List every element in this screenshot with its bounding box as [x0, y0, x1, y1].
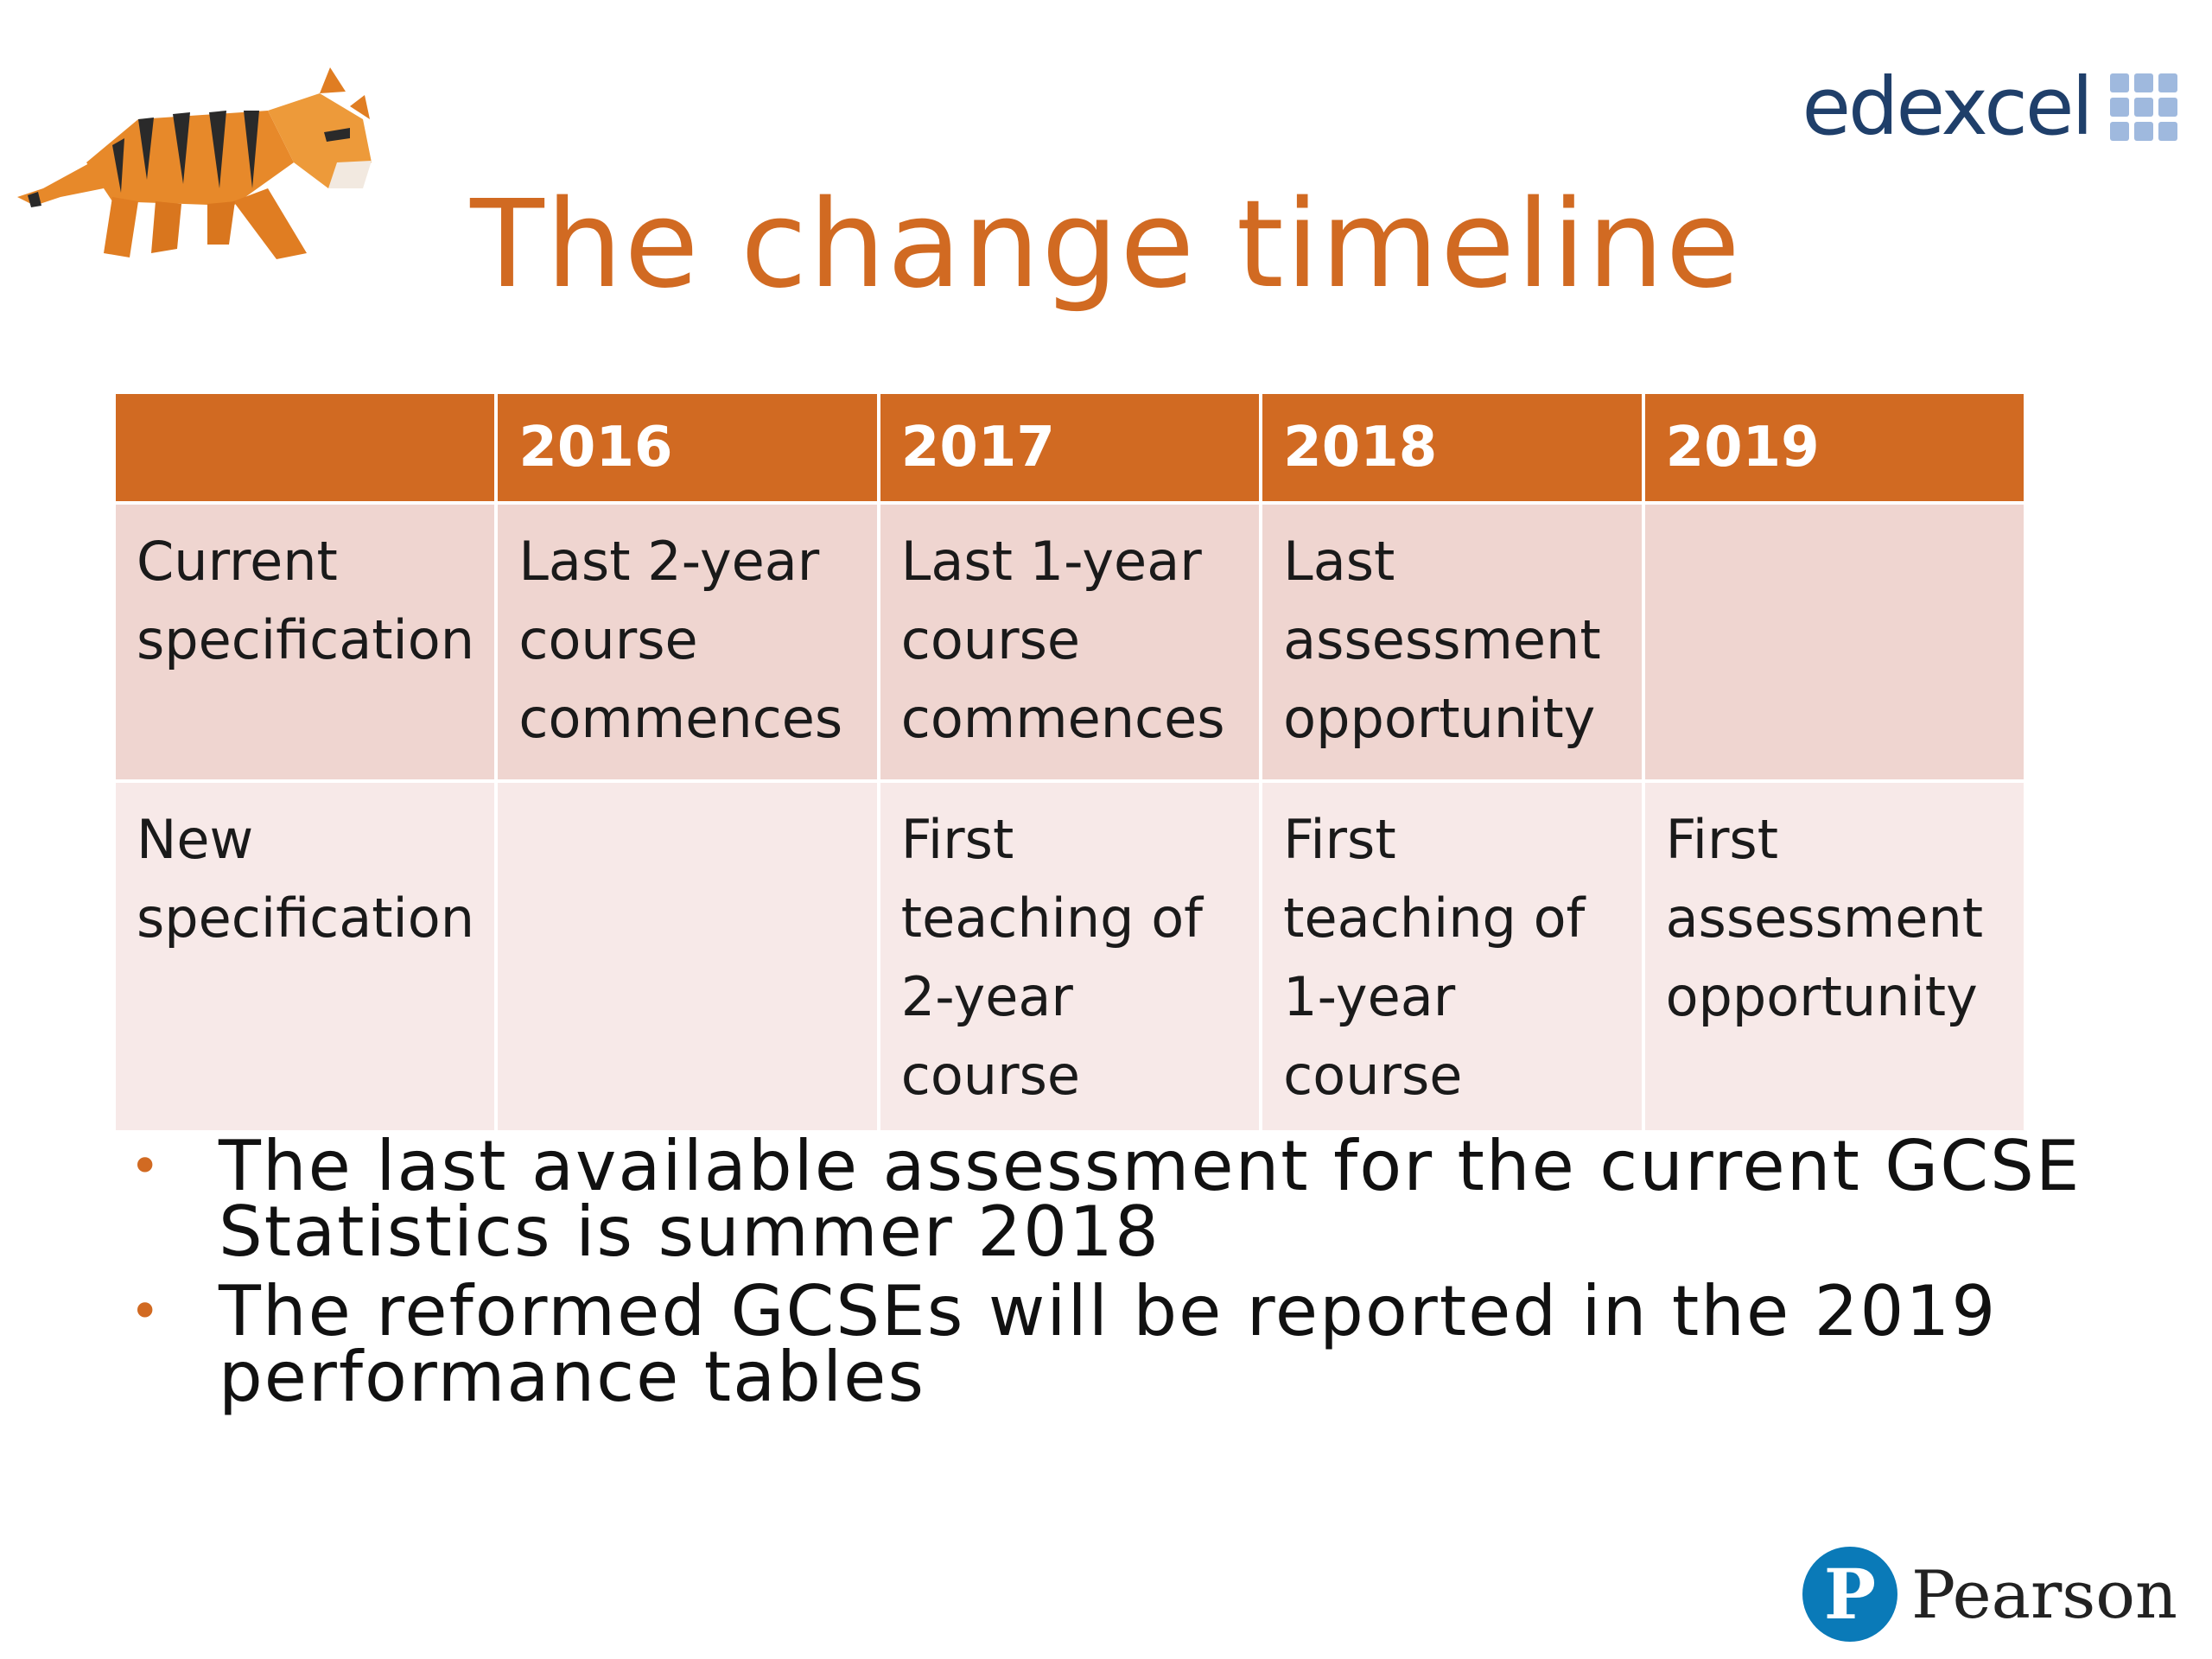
- table-cell: First teaching of 1-year course: [1259, 779, 1645, 1134]
- header-year-2016: 2016: [494, 391, 880, 505]
- bullet-text: The reformed GCSEs will be reported in t…: [219, 1271, 1998, 1417]
- header-year-2018: 2018: [1259, 391, 1645, 505]
- header-year-2019: 2019: [1641, 391, 2028, 505]
- pearson-wordmark: Pearson: [1910, 1555, 2177, 1633]
- row-label: New specification: [111, 779, 499, 1134]
- table-cell: First assessment opportunity: [1641, 779, 2028, 1134]
- table-cell: Last assessment opportunity: [1259, 501, 1645, 783]
- bullet-dot-icon: •: [130, 1281, 162, 1342]
- table-cell: [1641, 501, 2028, 783]
- grid-dots-icon: [2110, 73, 2177, 141]
- pearson-logo: P Pearson: [1802, 1547, 2177, 1642]
- row-label: Current specification: [111, 501, 499, 783]
- bullet-text: The last available assessment for the cu…: [219, 1126, 2082, 1272]
- table-header-row: 2016 2017 2018 2019: [111, 391, 2028, 505]
- edexcel-wordmark: edexcel: [1802, 60, 2094, 153]
- bullet-list: • The last available assessment for the …: [130, 1132, 2117, 1424]
- table-cell: [494, 779, 880, 1134]
- table-cell: First teaching of 2-year course: [876, 779, 1263, 1134]
- origami-tiger-icon: [17, 67, 372, 259]
- page-title: The change timeline: [470, 175, 1742, 315]
- header-year-2017: 2017: [876, 391, 1263, 505]
- edexcel-logo: edexcel: [1802, 67, 2177, 147]
- pearson-mark-icon: P: [1802, 1547, 1897, 1642]
- table-row-current-specification: Current specification Last 2-year course…: [111, 501, 2028, 783]
- table-row-new-specification: New specification First teaching of 2-ye…: [111, 779, 2028, 1134]
- header-empty-cell: [111, 391, 499, 505]
- table-cell: Last 2-year course commences: [494, 501, 880, 783]
- bullet-dot-icon: •: [130, 1136, 162, 1197]
- table-cell: Last 1-year course commences: [876, 501, 1263, 783]
- timeline-table: 2016 2017 2018 2019 Current specificatio…: [111, 391, 2028, 1134]
- bullet-item: • The last available assessment for the …: [130, 1132, 2117, 1267]
- bullet-item: • The reformed GCSEs will be reported in…: [130, 1277, 2117, 1412]
